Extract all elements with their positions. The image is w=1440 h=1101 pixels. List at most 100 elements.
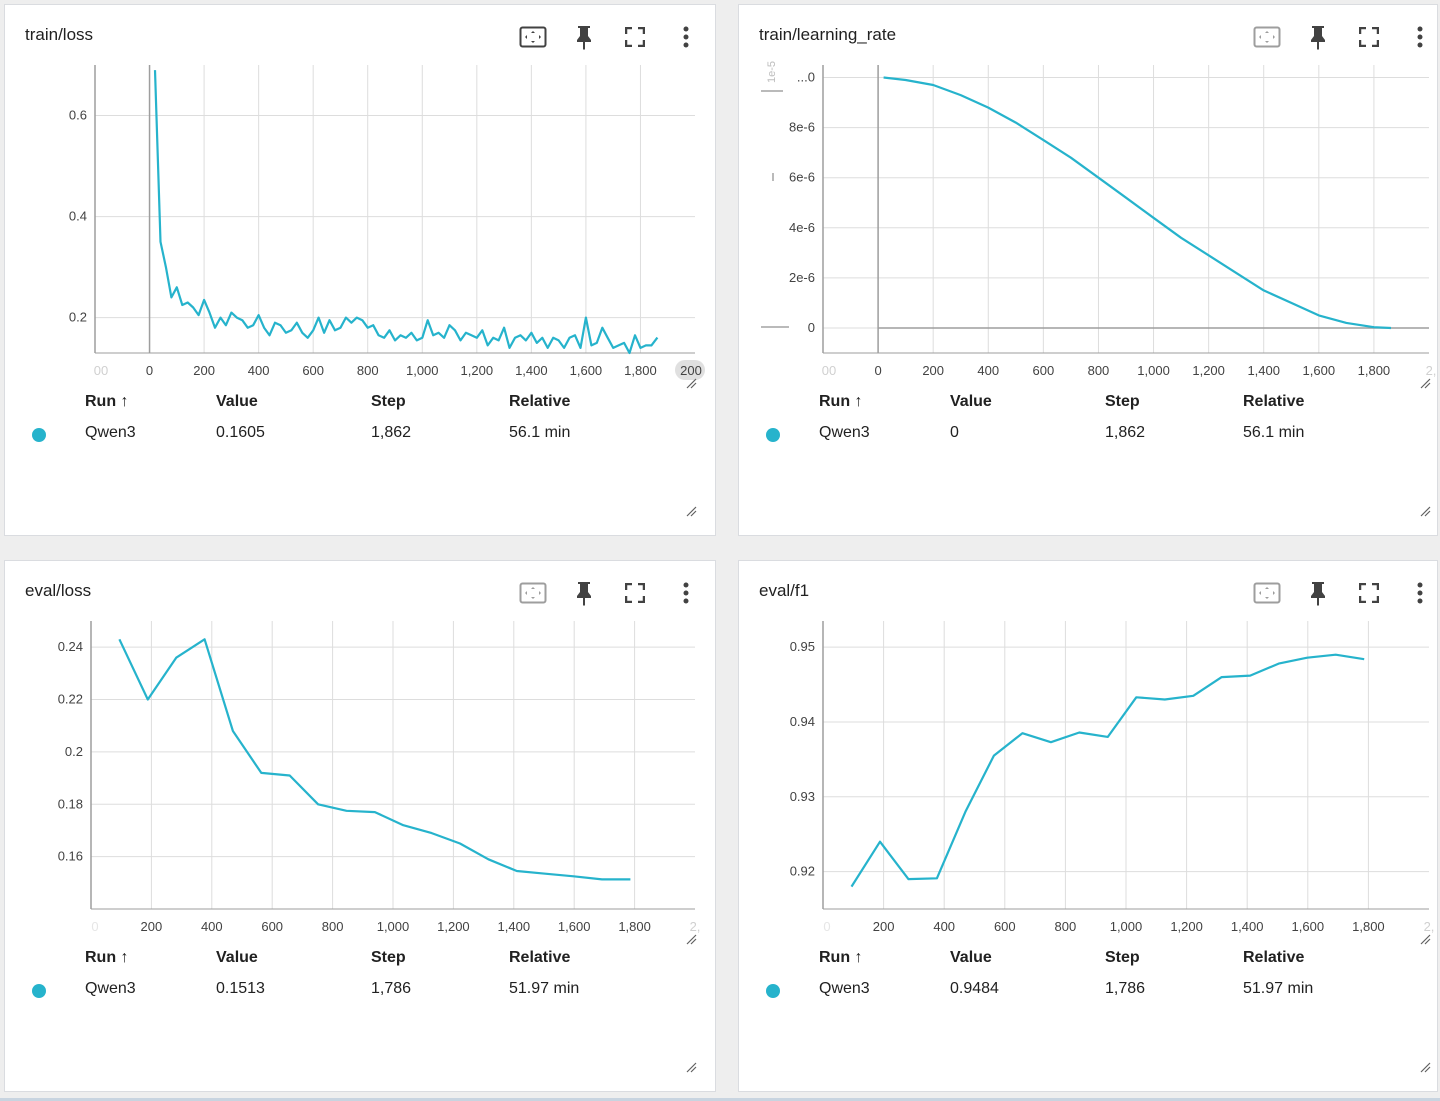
resize-handle-icon[interactable]	[1419, 1061, 1431, 1073]
fullscreen-icon	[625, 583, 645, 603]
x-tick-label: 1,600	[558, 919, 591, 934]
relative-cell: 51.97 min	[1243, 980, 1314, 997]
resize-handle-icon[interactable]	[685, 377, 697, 389]
fit-domain-button[interactable]	[1249, 19, 1285, 55]
fullscreen-button[interactable]	[617, 575, 653, 611]
line-chart-eval-f1[interactable]: 0.92 0.93 0.94 0.95 200 400 600 800 1,000 1,200 1,…	[739, 616, 1439, 951]
more-vert-icon	[683, 582, 689, 604]
line-chart-train-learning-rate[interactable]: 0 2e-6 4e-6 6e-6 8e-6 ...0 0 200 400 600 800 1,000 1…	[739, 60, 1439, 395]
card-title: train/loss	[25, 25, 94, 44]
card-title: eval/loss	[25, 581, 92, 600]
x-tick-label: 1,800	[618, 919, 651, 934]
column-header-value: Value	[216, 393, 258, 410]
more-options-button[interactable]	[668, 575, 704, 611]
x-tick-label-edge: 0	[823, 919, 830, 934]
resize-handle-icon[interactable]	[1419, 505, 1431, 517]
x-tick-label: 200	[873, 919, 895, 934]
x-tick-label-edge: 200	[680, 363, 702, 378]
x-tick-label: 1,600	[1292, 919, 1325, 934]
more-vert-icon	[1417, 582, 1423, 604]
x-tick-label: 1,000	[1137, 363, 1170, 378]
more-vert-icon	[1417, 26, 1423, 48]
relative-cell: 56.1 min	[1243, 424, 1305, 441]
x-tick-label: 1,000	[377, 919, 410, 934]
x-tick-label: 800	[322, 919, 344, 934]
x-tick-label: 1,000	[1110, 919, 1143, 934]
x-tick-label: 1,200	[1192, 363, 1225, 378]
fit-domain-button[interactable]	[515, 575, 551, 611]
y-tick-label: 0.24	[58, 639, 83, 654]
relative-cell: 56.1 min	[509, 424, 571, 441]
x-tick-label-edge: 0	[91, 919, 98, 934]
run-name: Qwen3	[819, 980, 870, 997]
step-cell: 1,786	[371, 980, 412, 997]
pin-icon	[577, 582, 591, 606]
column-header-run[interactable]: Run ↑	[85, 949, 129, 966]
fullscreen-button[interactable]	[1351, 19, 1387, 55]
x-tick-label: 200	[141, 919, 163, 934]
x-tick-label-edge: 2,	[1426, 363, 1437, 378]
line-chart-eval-loss[interactable]: 0.16 0.18 0.2 0.22 0.24 200 400 600 800 1,000 1,20…	[5, 616, 717, 951]
pin-button[interactable]	[566, 575, 602, 611]
fullscreen-button[interactable]	[1351, 575, 1387, 611]
more-options-button[interactable]	[1402, 19, 1438, 55]
value-cell: 0.1513	[216, 980, 265, 997]
x-tick-label: 200	[922, 363, 944, 378]
fullscreen-button[interactable]	[617, 19, 653, 55]
value-cell: 0	[950, 424, 959, 441]
step-cell: 1,786	[1105, 980, 1146, 997]
x-tick-label: 800	[357, 363, 379, 378]
chart-card-eval-loss: eval/loss 0.16 0.18 0.2 0.22 0.24 200 400 600 80…	[4, 560, 716, 1092]
pin-button[interactable]	[1300, 575, 1336, 611]
pin-button[interactable]	[1300, 19, 1336, 55]
column-header-run[interactable]: Run ↑	[819, 393, 863, 410]
column-header-run[interactable]: Run ↑	[819, 949, 863, 966]
line-chart-train-loss[interactable]: 0.2 0.4 0.6 0 200 400 600 800 1,000 1,200 1,400 1,6…	[5, 60, 717, 395]
resize-handle-icon[interactable]	[685, 933, 697, 945]
resize-handle-icon[interactable]	[685, 505, 697, 517]
pin-icon	[1311, 26, 1325, 50]
run-name: Qwen3	[85, 424, 136, 441]
y-tick-label: 4e-6	[789, 220, 815, 235]
y-tick-label: 0.2	[69, 310, 87, 325]
run-name: Qwen3	[85, 980, 136, 997]
resize-handle-icon[interactable]	[1419, 377, 1431, 389]
x-tick-label: 400	[201, 919, 223, 934]
more-options-button[interactable]	[1402, 575, 1438, 611]
x-tick-label-edge: 2,	[1424, 919, 1435, 934]
pin-button[interactable]	[566, 19, 602, 55]
y-tick-label: 6e-6	[789, 170, 815, 185]
x-axis-hover-chip	[675, 360, 705, 380]
run-color-dot	[766, 984, 780, 998]
run-color-dot	[32, 984, 46, 998]
step-cell: 1,862	[371, 424, 412, 441]
card-title: train/learning_rate	[759, 25, 897, 44]
x-tick-label: 0	[146, 363, 153, 378]
fit-domain-button[interactable]	[1249, 575, 1285, 611]
run-color-dot	[766, 428, 780, 442]
fullscreen-icon	[625, 27, 645, 47]
x-tick-label: 1,400	[1247, 363, 1280, 378]
x-tick-label: 1,600	[1303, 363, 1336, 378]
x-tick-label: 200	[193, 363, 215, 378]
x-tick-label: 400	[248, 363, 270, 378]
x-tick-label-edge: 2,	[690, 919, 701, 934]
x-tick-label: 0	[874, 363, 881, 378]
fullscreen-icon	[1359, 583, 1379, 603]
resize-handle-icon[interactable]	[685, 1061, 697, 1073]
x-tick-label: 600	[994, 919, 1016, 934]
x-tick-label: 1,200	[1170, 919, 1203, 934]
x-tick-label: 1,000	[406, 363, 439, 378]
more-options-button[interactable]	[668, 19, 704, 55]
fit-domain-icon	[519, 26, 547, 48]
run-name: Qwen3	[819, 424, 870, 441]
resize-handle-icon[interactable]	[1419, 933, 1431, 945]
pin-icon	[577, 26, 591, 50]
fit-domain-button[interactable]	[515, 19, 551, 55]
x-tick-label: 1,800	[624, 363, 657, 378]
chart-card-eval-f1: eval/f1 0.92 0.93 0.94 0.95 200 400 600 800 1,00…	[738, 560, 1438, 1092]
x-tick-label: 1,200	[437, 919, 470, 934]
y-tick-label: 0	[808, 320, 815, 335]
column-header-run[interactable]: Run ↑	[85, 393, 129, 410]
fullscreen-icon	[1359, 27, 1379, 47]
